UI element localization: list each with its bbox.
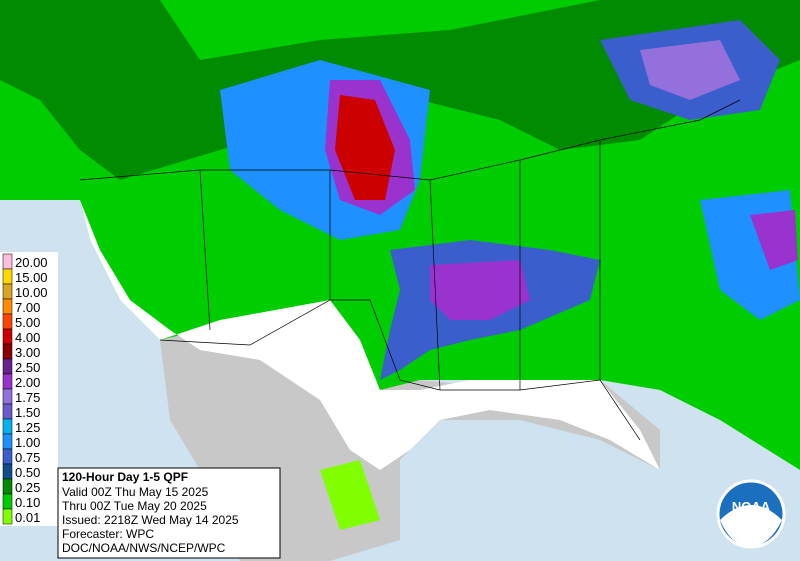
- precip-400: [335, 95, 395, 200]
- info-line: Forecaster: WPC: [62, 527, 154, 541]
- legend-swatch: [2, 448, 13, 465]
- legend-swatch: [2, 493, 13, 510]
- legend-swatch: [2, 478, 13, 495]
- legend-swatch: [2, 508, 13, 525]
- precip-001: [320, 460, 380, 530]
- legend-label: 3.00: [15, 345, 40, 360]
- legend-label: 0.01: [15, 510, 40, 525]
- legend-swatch: [2, 433, 13, 450]
- precip-200b: [430, 260, 530, 320]
- precip-175: [640, 40, 740, 100]
- legend-swatch: [2, 328, 13, 345]
- legend-label: 0.50: [15, 465, 40, 480]
- info-box: [57, 467, 281, 559]
- noaa-logo: NOAA: [716, 479, 786, 549]
- precip-200c: [750, 210, 798, 270]
- legend-swatch: [2, 313, 13, 330]
- no-precip: [80, 200, 660, 470]
- legend-swatch: [2, 253, 13, 270]
- legend-swatch: [2, 358, 13, 375]
- legend-label: 7.00: [15, 300, 40, 315]
- legend-swatch: [2, 373, 13, 390]
- legend-swatch: [2, 388, 13, 405]
- legend-swatch: [2, 343, 13, 360]
- info-line: DOC/NOAA/NWS/NCEP/WPC: [62, 541, 226, 555]
- legend-label: 4.00: [15, 330, 40, 345]
- legend-swatch: [2, 403, 13, 420]
- info-line: Issued: 2218Z Wed May 14 2025: [62, 513, 239, 527]
- legend-swatch: [2, 268, 13, 285]
- legend-label: 10.00: [15, 285, 48, 300]
- legend-label: 2.50: [15, 360, 40, 375]
- logo-text: NOAA: [732, 499, 771, 514]
- info-line: Thru 00Z Tue May 20 2025: [62, 499, 207, 513]
- legend-label: 0.10: [15, 495, 40, 510]
- legend-label: 1.00: [15, 435, 40, 450]
- legend-label: 1.50: [15, 405, 40, 420]
- legend-label: 15.00: [15, 270, 48, 285]
- legend-swatch: [2, 298, 13, 315]
- legend-swatch: [2, 463, 13, 480]
- info-line: Valid 00Z Thu May 15 2025: [62, 485, 209, 499]
- legend-label: 0.25: [15, 480, 40, 495]
- legend-label: 5.00: [15, 315, 40, 330]
- legend-label: 1.25: [15, 420, 40, 435]
- legend-label: 1.75: [15, 390, 40, 405]
- legend-label: 0.75: [15, 450, 40, 465]
- legend-swatch: [2, 283, 13, 300]
- legend: 20.0015.0010.007.005.004.003.002.502.001…: [0, 252, 58, 526]
- legend-label: 20.00: [15, 255, 48, 270]
- info-title: 120-Hour Day 1-5 QPF: [62, 470, 188, 484]
- legend-swatch: [2, 418, 13, 435]
- legend-label: 2.00: [15, 375, 40, 390]
- borders: [79, 99, 741, 441]
